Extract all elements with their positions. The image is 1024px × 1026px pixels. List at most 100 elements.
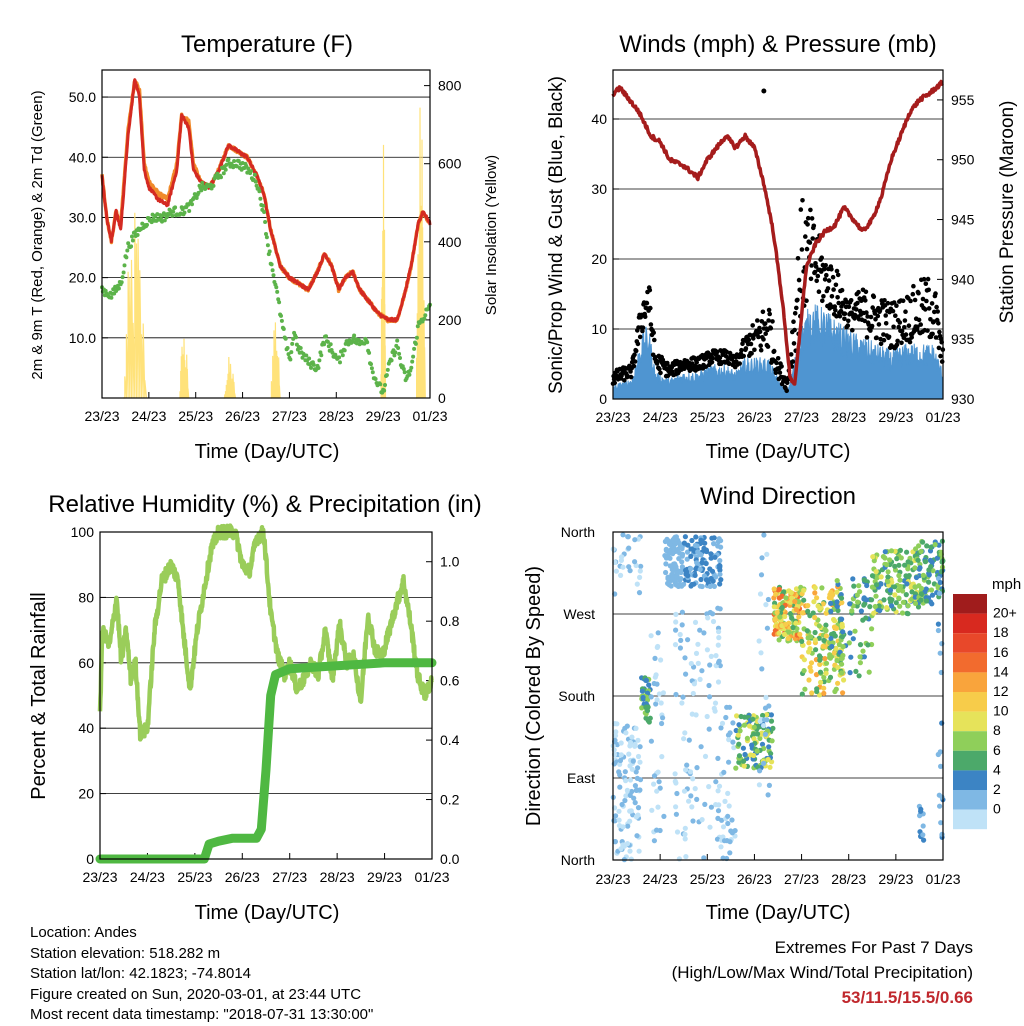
wind-direction-point xyxy=(682,831,688,837)
wind-direction-point xyxy=(681,581,687,587)
wind-direction-point xyxy=(920,539,926,545)
wind-direction-point xyxy=(637,574,643,581)
wind-direction-point xyxy=(723,714,729,721)
gust-point xyxy=(936,345,942,351)
wind-direction-point xyxy=(692,786,698,792)
dewpoint-point xyxy=(267,249,272,254)
wind-direction-point xyxy=(799,691,805,697)
wind-direction-point xyxy=(636,590,643,596)
gust-point xyxy=(910,291,916,297)
gust-point xyxy=(936,321,941,326)
dewpoint-point xyxy=(279,318,284,323)
wind-direction-point xyxy=(675,583,682,590)
created-text: Figure created on Sun, 2020-03-01, at 23… xyxy=(30,985,362,1003)
wind-direction-point xyxy=(691,681,698,687)
wind-direction-point xyxy=(710,611,716,617)
relative-humidity-line xyxy=(97,523,434,742)
temperature-x-tick-label: 23/23 xyxy=(84,408,119,424)
wind-direction-point xyxy=(831,618,838,624)
wind-direction-point xyxy=(776,595,783,601)
dewpoint-point xyxy=(382,388,387,393)
extremes-subtitle: (High/Low/Max Wind/Total Precipitation) xyxy=(671,963,973,982)
gust-point xyxy=(831,287,836,292)
wind-direction-point xyxy=(627,568,633,574)
gust-point xyxy=(855,300,860,306)
gust-point xyxy=(622,378,627,383)
gust-point xyxy=(750,323,755,328)
wind-direction-point xyxy=(713,653,719,659)
wind-direction-point xyxy=(783,595,789,601)
wind-direction-x-label: Time (Day/UTC) xyxy=(706,902,851,924)
humidity-y2-tick-label: 0.4 xyxy=(440,732,460,748)
gust-point xyxy=(911,283,916,289)
gust-point xyxy=(805,215,811,221)
wind-direction-point xyxy=(768,718,775,724)
wind-direction-point xyxy=(681,540,688,546)
gust-point xyxy=(665,360,670,366)
wind-direction-point xyxy=(892,563,898,569)
wind-direction-point xyxy=(719,817,725,823)
gust-point xyxy=(710,355,715,361)
wind-direction-point xyxy=(839,600,845,606)
wind-direction-point xyxy=(829,643,835,650)
wind-direction-point xyxy=(612,839,619,845)
humidity-x-tick-label: 29/23 xyxy=(367,869,402,885)
wind-direction-point xyxy=(816,635,822,641)
winds-x-tick-label: 01/23 xyxy=(925,409,960,425)
wind-direction-point xyxy=(697,676,703,683)
wind-direction-point xyxy=(681,736,687,742)
dewpoint-point xyxy=(422,316,427,321)
wind-direction-point xyxy=(624,787,631,793)
gust-point xyxy=(846,304,852,310)
humidity-x-tick-label: 25/23 xyxy=(177,869,212,885)
wind-direction-point xyxy=(812,614,818,621)
wind-direction-point xyxy=(664,536,670,543)
dewpoint-point xyxy=(223,167,228,172)
temperature-x-tick-label: 26/23 xyxy=(225,408,260,424)
wind-direction-point xyxy=(718,577,724,583)
gust-point xyxy=(895,338,900,344)
wind-direction-point xyxy=(792,598,798,605)
gust-point xyxy=(749,351,754,356)
dewpoint-point xyxy=(257,189,262,194)
wind-direction-point xyxy=(807,646,813,652)
wind-direction-point xyxy=(635,737,641,743)
wind-direction-point xyxy=(660,690,667,696)
wind-direction-point xyxy=(730,739,736,745)
wind-direction-point xyxy=(881,597,887,603)
wind-direction-point xyxy=(782,631,788,638)
wind-direction-point xyxy=(935,751,941,758)
temperature-plot-border xyxy=(101,69,431,399)
wind-direction-point xyxy=(788,590,794,596)
gust-point xyxy=(932,309,937,315)
wind-direction-point xyxy=(715,808,722,814)
wind-direction-point xyxy=(846,640,852,646)
gust-point xyxy=(862,318,867,324)
wind-direction-point xyxy=(849,608,855,614)
dewpoint-point xyxy=(304,353,309,358)
wind-direction-point xyxy=(857,642,864,648)
wind-direction-point xyxy=(629,788,635,795)
wind-direction-x-tick-label: 26/23 xyxy=(737,871,772,887)
wind-direction-point xyxy=(878,574,884,580)
wind-direction-point xyxy=(822,656,828,662)
wind-direction-point xyxy=(793,620,799,626)
dewpoint-point xyxy=(383,383,387,387)
wind-direction-point xyxy=(725,790,731,797)
wind-direction-point xyxy=(834,657,840,664)
wind-direction-point xyxy=(701,545,707,552)
gust-point xyxy=(934,304,939,310)
wind-direction-point xyxy=(768,751,774,757)
temperature-x-tick-label: 25/23 xyxy=(178,408,213,424)
wind-direction-point xyxy=(727,850,733,856)
wind-direction-point xyxy=(759,666,765,672)
wind-direction-point xyxy=(805,603,811,609)
gust-point xyxy=(812,269,818,275)
dewpoint-point xyxy=(121,270,126,275)
wind-direction-point xyxy=(688,553,694,560)
temperature-x-tick-label: 29/23 xyxy=(366,408,401,424)
wind-direction-point xyxy=(882,549,888,555)
colorbar-label: 16 xyxy=(993,644,1009,660)
wind-direction-point xyxy=(821,637,827,644)
gust-point xyxy=(890,308,896,314)
